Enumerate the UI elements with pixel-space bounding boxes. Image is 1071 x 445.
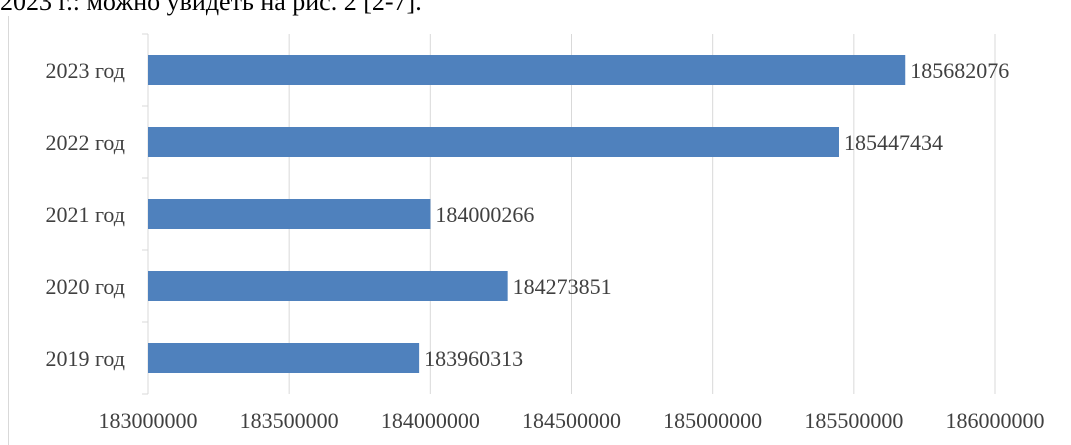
chart-border: [8, 16, 9, 445]
x-tick-label: 185000000: [663, 408, 762, 433]
category-label: 2020 год: [45, 274, 125, 299]
data-labels: 185682076 185447434 184000266 184273851 1839…: [424, 58, 1009, 371]
category-label: 2021 год: [45, 202, 125, 227]
bars: [148, 55, 906, 373]
x-tick-label: 184000000: [381, 408, 480, 433]
x-tick-label: 183500000: [240, 408, 339, 433]
caption-text-fragment: 2023 г.: можно увидеть на рис. 2 [2-7].: [0, 0, 422, 16]
category-label: 2019 год: [45, 346, 125, 371]
bar-value-label: 185447434: [844, 130, 943, 155]
x-tick-label: 184500000: [522, 408, 621, 433]
category-axis: [142, 33, 149, 395]
bar-value-label: 184000266: [435, 202, 534, 227]
bar: [148, 199, 431, 229]
bar-value-label: 184273851: [513, 274, 612, 299]
bar-value-label: 183960313: [424, 346, 523, 371]
x-tick-labels: 183000000 183500000 184000000 184500000 1850…: [99, 408, 1045, 433]
bar-value-label: 185682076: [910, 58, 1009, 83]
bar: [148, 127, 839, 157]
bar: [148, 271, 508, 301]
bar: [148, 343, 420, 373]
category-labels: 2023 год 2022 год 2021 год 2020 год 2019 год: [45, 58, 125, 371]
category-label: 2023 год: [45, 58, 125, 83]
x-tick-label: 186000000: [946, 408, 1045, 433]
x-tick-label: 183000000: [99, 408, 198, 433]
bar: [148, 55, 906, 85]
x-tick-label: 185500000: [804, 408, 903, 433]
category-label: 2022 год: [45, 130, 125, 155]
